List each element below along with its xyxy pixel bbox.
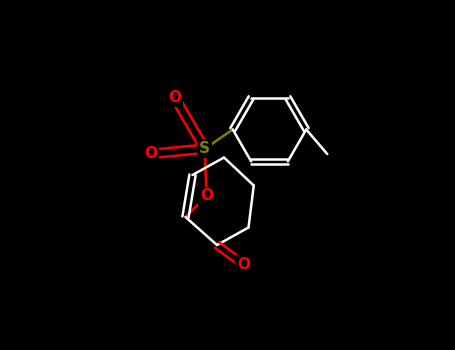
Text: O: O [144, 147, 157, 161]
Text: S: S [199, 141, 210, 156]
Text: O: O [237, 257, 250, 272]
Text: O: O [200, 189, 213, 203]
Text: O: O [168, 91, 182, 105]
